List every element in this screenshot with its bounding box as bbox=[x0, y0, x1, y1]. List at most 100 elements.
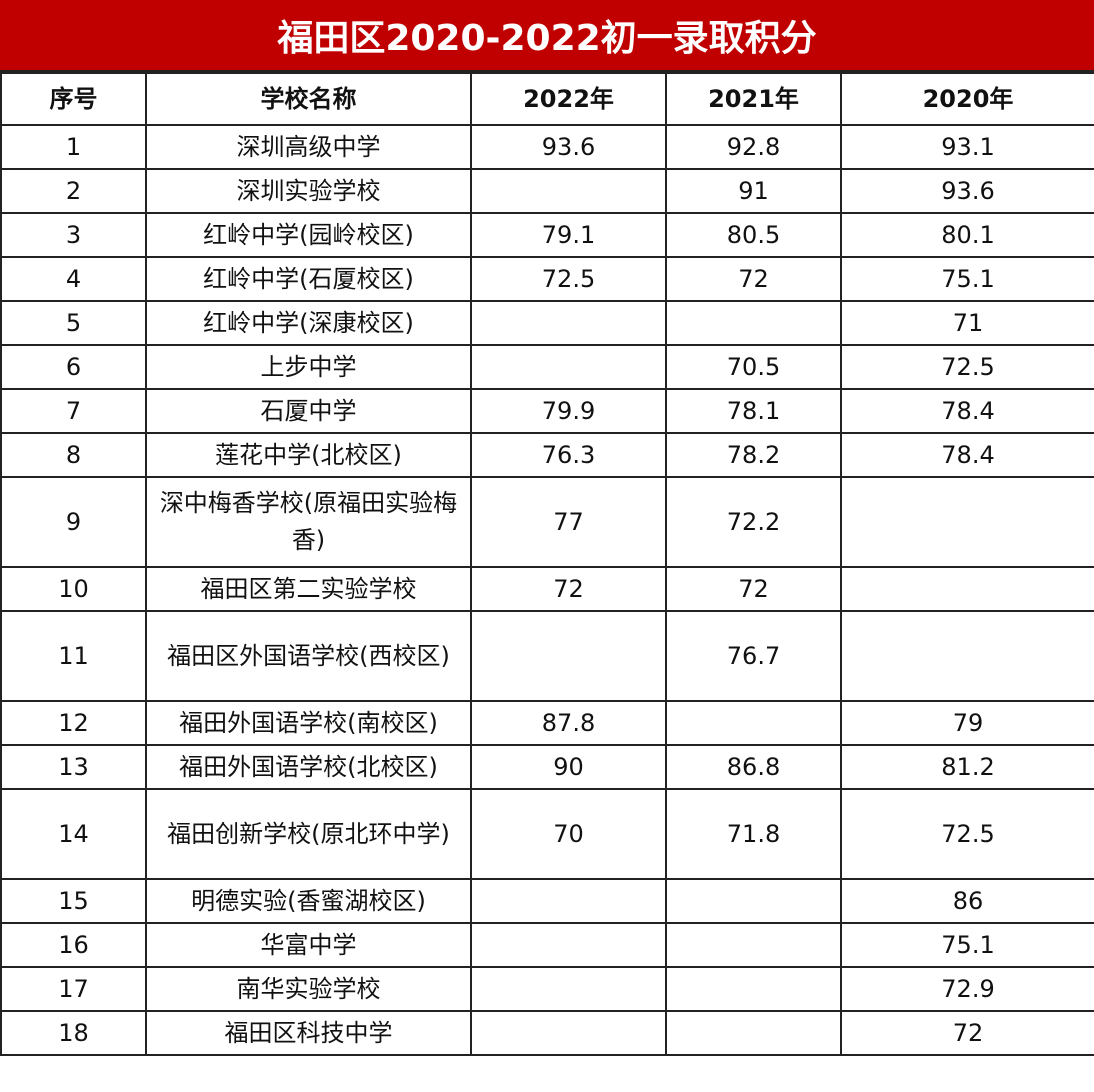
table-row: 14 福田创新学校(原北环中学) 70 71.8 72.5 bbox=[0, 788, 1094, 880]
cell-2021: 71.8 bbox=[665, 788, 842, 880]
cell-2022 bbox=[470, 344, 667, 390]
cell-index: 9 bbox=[0, 476, 147, 568]
table-row: 18 福田区科技中学 72 bbox=[0, 1010, 1094, 1056]
cell-index: 7 bbox=[0, 388, 147, 434]
cell-school: 福田区科技中学 bbox=[145, 1010, 472, 1056]
cell-school: 南华实验学校 bbox=[145, 966, 472, 1012]
cell-2021: 91 bbox=[665, 168, 842, 214]
cell-2022 bbox=[470, 168, 667, 214]
cell-school: 福田创新学校(原北环中学) bbox=[145, 788, 472, 880]
cell-2021: 72 bbox=[665, 566, 842, 612]
cell-school: 华富中学 bbox=[145, 922, 472, 968]
cell-index: 4 bbox=[0, 256, 147, 302]
table-row: 9 深中梅香学校(原福田实验梅香) 77 72.2 bbox=[0, 476, 1094, 568]
cell-2022: 77 bbox=[470, 476, 667, 568]
cell-index: 5 bbox=[0, 300, 147, 346]
cell-2021 bbox=[665, 300, 842, 346]
cell-index: 10 bbox=[0, 566, 147, 612]
cell-school: 莲花中学(北校区) bbox=[145, 432, 472, 478]
cell-index: 6 bbox=[0, 344, 147, 390]
cell-2022: 87.8 bbox=[470, 700, 667, 746]
table-row: 2 深圳实验学校 91 93.6 bbox=[0, 168, 1094, 214]
cell-2022 bbox=[470, 922, 667, 968]
cell-2022 bbox=[470, 1010, 667, 1056]
cell-2022 bbox=[470, 966, 667, 1012]
cell-2020 bbox=[840, 476, 1094, 568]
table-row: 11 福田区外国语学校(西校区) 76.7 bbox=[0, 610, 1094, 702]
cell-2020: 72 bbox=[840, 1010, 1094, 1056]
cell-school: 深中梅香学校(原福田实验梅香) bbox=[145, 476, 472, 568]
table-row: 16 华富中学 75.1 bbox=[0, 922, 1094, 968]
cell-index: 16 bbox=[0, 922, 147, 968]
cell-2021: 80.5 bbox=[665, 212, 842, 258]
cell-2020: 72.9 bbox=[840, 966, 1094, 1012]
cell-index: 12 bbox=[0, 700, 147, 746]
cell-2020 bbox=[840, 610, 1094, 702]
cell-2022: 72 bbox=[470, 566, 667, 612]
cell-2020: 72.5 bbox=[840, 788, 1094, 880]
cell-school: 石厦中学 bbox=[145, 388, 472, 434]
table-row: 10 福田区第二实验学校 72 72 bbox=[0, 566, 1094, 612]
cell-2021 bbox=[665, 700, 842, 746]
cell-index: 8 bbox=[0, 432, 147, 478]
header-2022: 2022年 bbox=[470, 72, 667, 126]
cell-2020 bbox=[840, 566, 1094, 612]
cell-2021 bbox=[665, 1010, 842, 1056]
table-title: 福田区2020-2022初一录取积分 bbox=[0, 0, 1094, 72]
cell-2021: 72 bbox=[665, 256, 842, 302]
cell-2020: 79 bbox=[840, 700, 1094, 746]
cell-school: 福田外国语学校(南校区) bbox=[145, 700, 472, 746]
cell-school: 明德实验(香蜜湖校区) bbox=[145, 878, 472, 924]
header-row: 序号 学校名称 2022年 2021年 2020年 bbox=[0, 72, 1094, 126]
cell-2022 bbox=[470, 300, 667, 346]
cell-2022: 93.6 bbox=[470, 124, 667, 170]
cell-index: 13 bbox=[0, 744, 147, 790]
cell-school: 上步中学 bbox=[145, 344, 472, 390]
cell-school: 福田外国语学校(北校区) bbox=[145, 744, 472, 790]
header-school: 学校名称 bbox=[145, 72, 472, 126]
cell-2021: 78.1 bbox=[665, 388, 842, 434]
cell-2022 bbox=[470, 610, 667, 702]
cell-2022: 79.9 bbox=[470, 388, 667, 434]
cell-2022: 79.1 bbox=[470, 212, 667, 258]
cell-2020: 72.5 bbox=[840, 344, 1094, 390]
cell-2022: 72.5 bbox=[470, 256, 667, 302]
cell-2020: 71 bbox=[840, 300, 1094, 346]
cell-2020: 93.6 bbox=[840, 168, 1094, 214]
cell-index: 1 bbox=[0, 124, 147, 170]
cell-school: 红岭中学(深康校区) bbox=[145, 300, 472, 346]
cell-school: 福田区外国语学校(西校区) bbox=[145, 610, 472, 702]
cell-index: 14 bbox=[0, 788, 147, 880]
cell-2020: 75.1 bbox=[840, 922, 1094, 968]
cell-2021 bbox=[665, 966, 842, 1012]
table-row: 3 红岭中学(园岭校区) 79.1 80.5 80.1 bbox=[0, 212, 1094, 258]
cell-index: 3 bbox=[0, 212, 147, 258]
table-row: 6 上步中学 70.5 72.5 bbox=[0, 344, 1094, 390]
cell-index: 18 bbox=[0, 1010, 147, 1056]
cell-school: 福田区第二实验学校 bbox=[145, 566, 472, 612]
table-row: 7 石厦中学 79.9 78.1 78.4 bbox=[0, 388, 1094, 434]
cell-2021 bbox=[665, 878, 842, 924]
table-row: 1 深圳高级中学 93.6 92.8 93.1 bbox=[0, 124, 1094, 170]
cell-2020: 86 bbox=[840, 878, 1094, 924]
table-row: 12 福田外国语学校(南校区) 87.8 79 bbox=[0, 700, 1094, 746]
cell-2020: 80.1 bbox=[840, 212, 1094, 258]
cell-2022: 76.3 bbox=[470, 432, 667, 478]
cell-2021: 76.7 bbox=[665, 610, 842, 702]
admission-score-table: 序号 学校名称 2022年 2021年 2020年 1 深圳高级中学 93.6 92.… bbox=[0, 72, 1094, 1056]
cell-2021: 78.2 bbox=[665, 432, 842, 478]
cell-2021 bbox=[665, 922, 842, 968]
cell-2022 bbox=[470, 878, 667, 924]
cell-2020: 93.1 bbox=[840, 124, 1094, 170]
cell-2021: 70.5 bbox=[665, 344, 842, 390]
cell-2020: 81.2 bbox=[840, 744, 1094, 790]
cell-2020: 75.1 bbox=[840, 256, 1094, 302]
table-row: 8 莲花中学(北校区) 76.3 78.2 78.4 bbox=[0, 432, 1094, 478]
cell-2021: 92.8 bbox=[665, 124, 842, 170]
cell-index: 17 bbox=[0, 966, 147, 1012]
table-row: 15 明德实验(香蜜湖校区) 86 bbox=[0, 878, 1094, 924]
cell-2022: 90 bbox=[470, 744, 667, 790]
header-2021: 2021年 bbox=[665, 72, 842, 126]
cell-2020: 78.4 bbox=[840, 432, 1094, 478]
table-row: 5 红岭中学(深康校区) 71 bbox=[0, 300, 1094, 346]
